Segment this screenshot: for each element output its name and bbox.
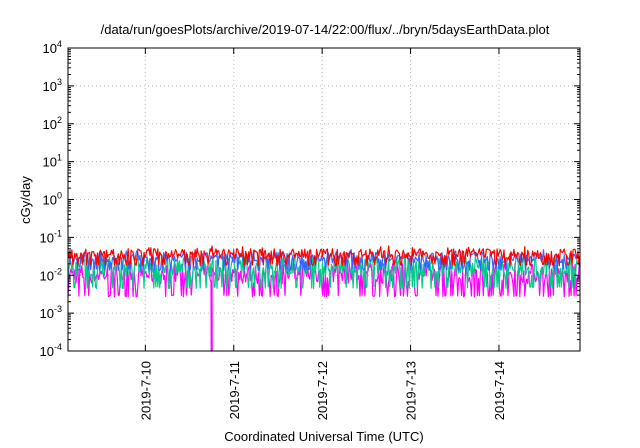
y-tick-exponent: 4: [57, 39, 62, 49]
chart-title: /data/run/goesPlots/archive/2019-07-14/2…: [101, 22, 550, 37]
y-tick-label: 10-4: [40, 342, 62, 359]
y-tick-mantissa: 10: [40, 268, 54, 283]
y-tick-exponent: -2: [54, 266, 62, 276]
y-tick-exponent: 1: [57, 153, 62, 163]
x-tick-label: 2019-7-10: [138, 361, 153, 420]
y-tick-label: 10-2: [40, 266, 62, 283]
y-axis-title: cGy/day: [18, 176, 33, 224]
x-tick-label: 2019-7-14: [492, 361, 507, 420]
y-tick-mantissa: 10: [43, 193, 57, 208]
x-axis: 2019-7-10 2019-7-11 2019-7-12 2019-7-13 2019…: [138, 48, 507, 420]
series-line-3: [67, 256, 581, 290]
y-tick-mantissa: 10: [40, 230, 54, 245]
y-tick-label: 10-3: [40, 304, 62, 321]
y-tick-mantissa: 10: [40, 344, 54, 359]
y-tick-exponent: 2: [57, 115, 62, 125]
y-tick-label: 103: [43, 77, 62, 94]
y-tick-mantissa: 10: [40, 306, 54, 321]
y-tick-mantissa: 10: [43, 41, 57, 56]
grid: [68, 48, 580, 351]
x-tick-label: 2019-7-11: [227, 361, 242, 419]
y-tick-label: 102: [43, 115, 62, 132]
y-tick-label: 100: [43, 191, 62, 208]
x-tick-label: 2019-7-12: [315, 361, 330, 420]
y-tick-exponent: 3: [57, 77, 62, 87]
y-tick-exponent: 0: [57, 191, 62, 201]
series-line-1: [67, 245, 581, 267]
y-tick-mantissa: 10: [43, 117, 57, 132]
x-axis-title: Coordinated Universal Time (UTC): [224, 429, 423, 444]
x-tick-label: 2019-7-13: [404, 361, 419, 420]
y-tick-mantissa: 10: [43, 155, 57, 170]
series-group: [67, 245, 581, 352]
y-tick-label: 101: [43, 153, 62, 170]
y-tick-mantissa: 10: [43, 79, 57, 94]
y-tick-exponent: -4: [54, 342, 62, 352]
y-tick-exponent: -1: [54, 228, 62, 238]
y-tick-exponent: -3: [54, 304, 62, 314]
y-tick-label: 104: [43, 39, 62, 56]
y-tick-label: 10-1: [40, 228, 62, 245]
